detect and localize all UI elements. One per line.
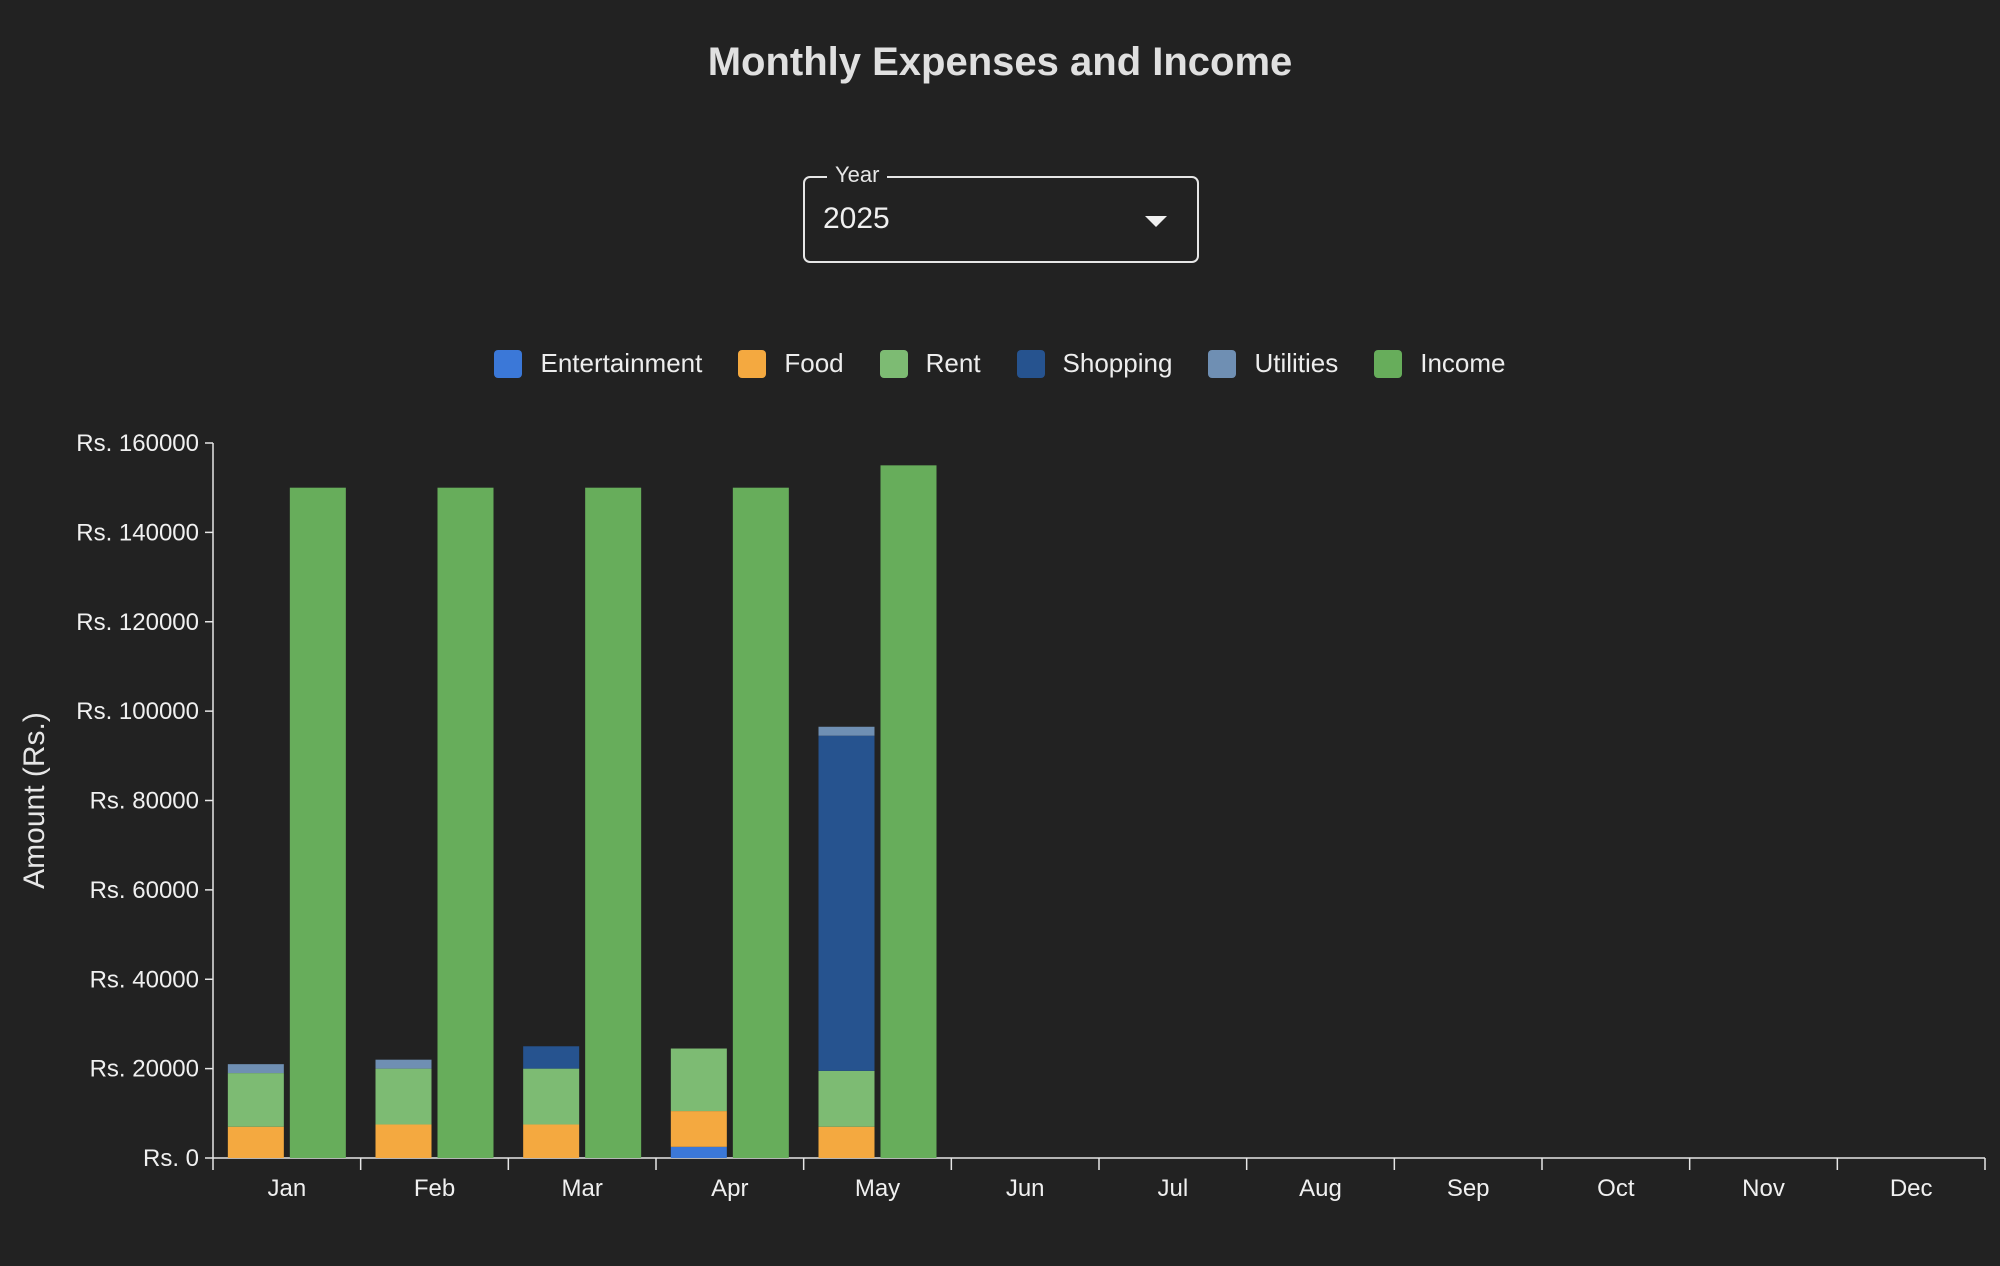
bar-income-apr xyxy=(732,487,789,1158)
bar-food-jan xyxy=(227,1126,284,1158)
x-tick-label: Aug xyxy=(1299,1175,1342,1202)
y-tick-label: Rs. 0 xyxy=(143,1145,199,1172)
legend-label: Rent xyxy=(925,348,981,378)
x-tick-label: Jul xyxy=(1157,1175,1188,1202)
y-tick-label: Rs. 80000 xyxy=(90,788,199,815)
y-tick-label: Rs. 120000 xyxy=(76,609,199,636)
legend-item-utilities[interactable]: Utilities xyxy=(1208,348,1338,379)
y-tick-label: Rs. 40000 xyxy=(90,966,199,993)
bar-rent-mar xyxy=(523,1068,580,1125)
legend-swatch xyxy=(879,349,908,378)
bar-income-feb xyxy=(437,487,494,1158)
x-tick-label: Mar xyxy=(561,1175,602,1202)
bar-income-mar xyxy=(585,487,642,1158)
bar-shopping-mar xyxy=(523,1046,580,1069)
chevron-down-icon xyxy=(1145,216,1167,227)
legend-swatch xyxy=(738,349,767,378)
bar-food-mar xyxy=(523,1124,580,1158)
x-tick-label: Feb xyxy=(414,1175,455,1202)
legend-label: Utilities xyxy=(1254,348,1339,378)
y-tick-label: Rs. 60000 xyxy=(90,877,199,904)
x-tick-label: Dec xyxy=(1890,1175,1933,1202)
bar-utilities-jan xyxy=(227,1064,284,1074)
bar-rent-apr xyxy=(670,1048,727,1112)
x-tick-label: Jan xyxy=(267,1175,306,1202)
legend-item-entertainment[interactable]: Entertainment xyxy=(494,348,702,379)
legend-swatch xyxy=(1016,349,1045,378)
bar-utilities-may xyxy=(818,726,875,736)
x-tick-label: Oct xyxy=(1597,1175,1635,1202)
y-tick-label: Rs. 100000 xyxy=(76,698,199,725)
year-select[interactable]: Year 2025 xyxy=(803,162,1199,263)
legend-swatch xyxy=(494,349,523,378)
bar-food-apr xyxy=(670,1111,727,1147)
bar-income-may xyxy=(880,465,937,1158)
legend-item-income[interactable]: Income xyxy=(1374,348,1506,379)
bar-entertainment-apr xyxy=(670,1146,727,1158)
x-tick-label: May xyxy=(855,1175,900,1202)
y-tick-label: Rs. 20000 xyxy=(90,1056,199,1083)
bar-shopping-may xyxy=(818,735,875,1071)
legend-swatch xyxy=(1208,349,1237,378)
legend-label: Income xyxy=(1420,348,1506,378)
y-tick-label: Rs. 160000 xyxy=(76,430,199,457)
y-axis-title: Amount (Rs.) xyxy=(18,712,51,889)
x-tick-label: Nov xyxy=(1742,1175,1785,1202)
year-select-label: Year xyxy=(827,162,888,188)
legend-item-food[interactable]: Food xyxy=(738,348,844,379)
bar-food-may xyxy=(818,1126,875,1158)
bar-rent-jan xyxy=(227,1073,284,1127)
y-tick-label: Rs. 140000 xyxy=(76,519,199,546)
x-tick-label: Sep xyxy=(1447,1175,1490,1202)
year-select-value: 2025 xyxy=(823,202,890,235)
legend-label: Food xyxy=(784,348,844,378)
legend-item-shopping[interactable]: Shopping xyxy=(1016,348,1173,379)
x-tick-label: Jun xyxy=(1006,1175,1045,1202)
chart-legend: Entertainment Food Rent Shopping Utilities In… xyxy=(0,348,2000,379)
legend-item-rent[interactable]: Rent xyxy=(879,348,981,379)
legend-swatch xyxy=(1374,349,1403,378)
bar-food-feb xyxy=(375,1124,432,1158)
x-tick-label: Apr xyxy=(711,1175,748,1202)
legend-label: Entertainment xyxy=(540,348,703,378)
bar-income-jan xyxy=(289,487,346,1158)
bar-rent-feb xyxy=(375,1068,432,1125)
bar-utilities-feb xyxy=(375,1059,432,1069)
bar-rent-may xyxy=(818,1070,875,1127)
legend-label: Shopping xyxy=(1062,348,1173,378)
chart-title: Monthly Expenses and Income xyxy=(707,40,1293,84)
